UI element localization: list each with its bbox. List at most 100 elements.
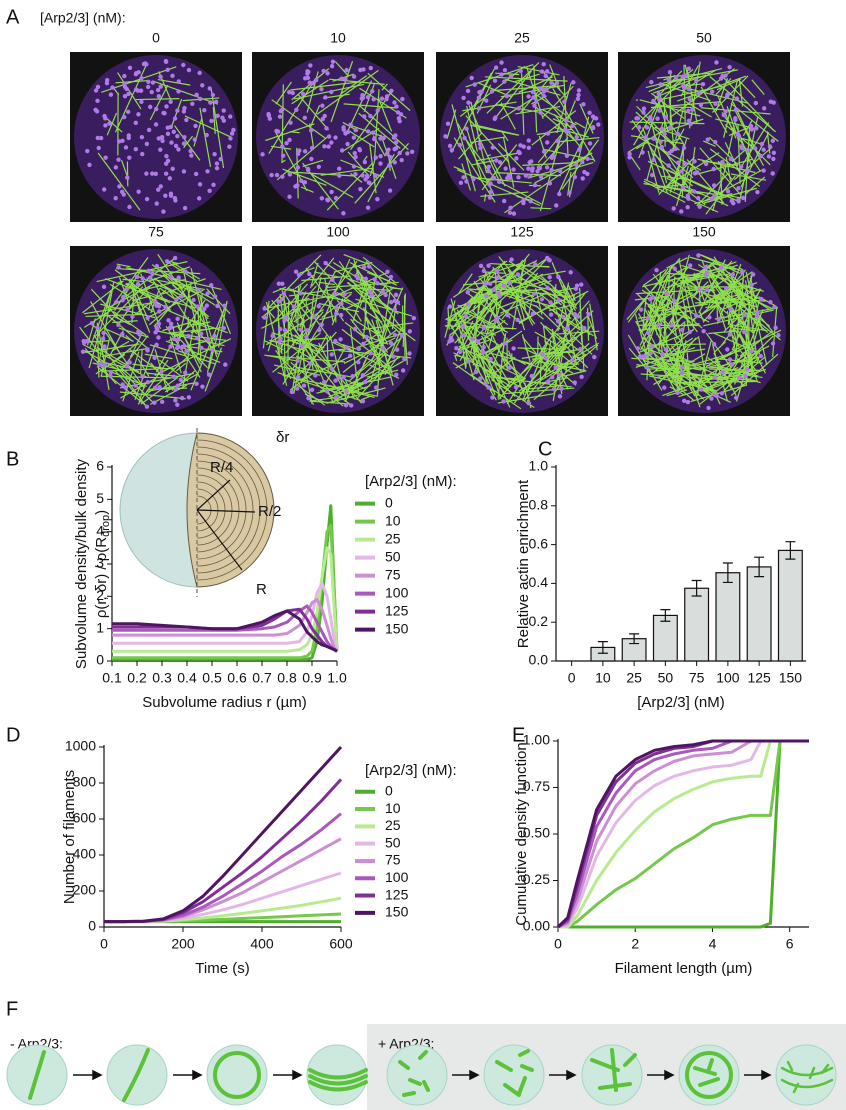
crosslinker <box>668 125 673 130</box>
crosslinker <box>197 182 203 187</box>
filament <box>167 288 198 335</box>
crosslinker <box>164 104 169 109</box>
filament <box>455 354 471 360</box>
crosslinker <box>329 89 334 95</box>
crosslinker <box>144 196 150 202</box>
crosslinker <box>130 314 135 319</box>
crosslinker <box>399 333 405 338</box>
crosslinker <box>575 96 581 102</box>
crosslinker <box>580 176 585 181</box>
crosslinker <box>181 141 187 146</box>
y-tick-label: 1000 <box>65 738 96 754</box>
x-tick-label: 200 <box>171 936 195 952</box>
y-tick-label: 1.00 <box>523 732 550 748</box>
filament <box>377 97 393 132</box>
crosslinker <box>116 139 122 144</box>
crosslinker <box>700 82 706 87</box>
crosslinker <box>556 274 561 279</box>
crosslinker <box>685 193 691 198</box>
crosslinker <box>469 75 474 81</box>
crosslinker <box>541 149 547 154</box>
filament <box>644 358 680 369</box>
crosslinker <box>486 169 491 174</box>
crosslinker <box>701 328 706 334</box>
filament <box>271 99 326 139</box>
filament <box>638 103 660 159</box>
filament <box>673 137 682 142</box>
filament <box>495 376 523 380</box>
filament <box>733 310 767 374</box>
legend-label: 125 <box>385 602 409 618</box>
crosslinker <box>678 169 684 174</box>
shell <box>196 474 233 546</box>
filament <box>82 343 140 354</box>
crosslinker <box>85 148 90 154</box>
filament <box>502 357 526 380</box>
filament <box>471 265 521 312</box>
crosslinker <box>740 195 746 201</box>
crosslinker <box>555 138 560 144</box>
panel-label: B <box>6 448 19 470</box>
filament <box>534 152 593 184</box>
filament <box>551 261 581 331</box>
y-tick-label: 1 <box>96 619 104 635</box>
crosslinker <box>172 116 178 121</box>
crosslinker <box>381 135 386 141</box>
crosslinker <box>149 89 154 95</box>
filament <box>333 339 366 359</box>
crosslinker <box>556 297 561 303</box>
crosslinker <box>155 87 161 93</box>
crosslinker <box>161 209 166 214</box>
filament <box>357 269 392 335</box>
filament <box>477 152 521 162</box>
crosslinker <box>80 349 86 354</box>
crosslinker <box>394 372 399 378</box>
crosslinker <box>228 136 233 141</box>
crosslinker <box>685 399 691 405</box>
filament <box>520 73 554 113</box>
crosslinker <box>454 345 459 351</box>
crosslinker <box>227 144 232 149</box>
crosslinker <box>761 106 767 111</box>
series-line <box>556 739 809 929</box>
crosslinker <box>447 143 453 149</box>
crosslinker <box>770 341 776 346</box>
crosslinker <box>464 179 469 184</box>
crosslinker <box>720 159 725 165</box>
image-title: 10 <box>330 30 346 46</box>
crosslinker <box>181 109 187 114</box>
filament <box>309 172 354 199</box>
y-tick-label: 3 <box>96 555 104 571</box>
crosslinker <box>116 322 121 327</box>
filament <box>531 348 567 358</box>
crosslinker <box>295 386 300 391</box>
crosslinker <box>143 61 148 66</box>
crosslinker <box>579 374 584 380</box>
crosslinker <box>319 86 324 92</box>
filament <box>723 309 747 333</box>
crosslinker <box>176 79 181 84</box>
crosslinker <box>175 133 180 139</box>
filament <box>97 360 127 369</box>
filament <box>677 167 692 200</box>
crosslinker <box>672 266 677 271</box>
crosslinker <box>587 141 593 146</box>
filament <box>516 306 526 331</box>
filament <box>650 92 685 120</box>
crosslinker <box>297 148 302 153</box>
filament <box>217 300 228 348</box>
filament <box>738 77 744 107</box>
crosslinker <box>658 82 663 87</box>
crosslinker <box>730 272 736 277</box>
crosslinker <box>386 147 391 152</box>
crosslinker <box>323 261 328 266</box>
crosslinker <box>494 269 500 274</box>
crosslinker <box>460 324 466 329</box>
crosslinker <box>578 346 583 352</box>
crosslinker <box>662 385 667 390</box>
x-tick-label: 600 <box>329 936 353 952</box>
filament <box>677 355 729 382</box>
crosslinker <box>156 187 161 192</box>
filament <box>361 279 402 290</box>
crosslinker <box>104 80 110 86</box>
